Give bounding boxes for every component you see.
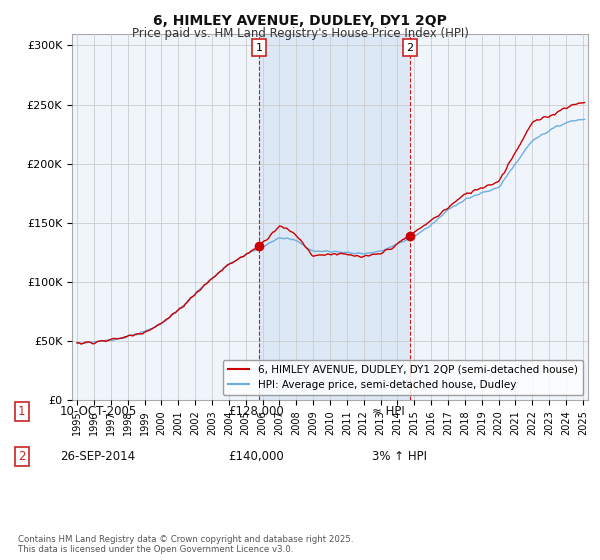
Text: 2: 2 [18,450,25,463]
Text: 2: 2 [406,43,413,53]
Text: 1: 1 [256,43,262,53]
Text: Contains HM Land Registry data © Crown copyright and database right 2025.
This d: Contains HM Land Registry data © Crown c… [18,535,353,554]
Text: 10-OCT-2005: 10-OCT-2005 [60,405,137,418]
Text: 6, HIMLEY AVENUE, DUDLEY, DY1 2QP: 6, HIMLEY AVENUE, DUDLEY, DY1 2QP [153,14,447,28]
Text: £140,000: £140,000 [228,450,284,463]
Text: 1: 1 [18,405,25,418]
Text: 26-SEP-2014: 26-SEP-2014 [60,450,135,463]
Legend: 6, HIMLEY AVENUE, DUDLEY, DY1 2QP (semi-detached house), HPI: Average price, sem: 6, HIMLEY AVENUE, DUDLEY, DY1 2QP (semi-… [223,360,583,395]
Text: ≈ HPI: ≈ HPI [372,405,405,418]
Text: Price paid vs. HM Land Registry's House Price Index (HPI): Price paid vs. HM Land Registry's House … [131,27,469,40]
Text: 3% ↑ HPI: 3% ↑ HPI [372,450,427,463]
Text: £128,000: £128,000 [228,405,284,418]
Bar [259,34,410,400]
